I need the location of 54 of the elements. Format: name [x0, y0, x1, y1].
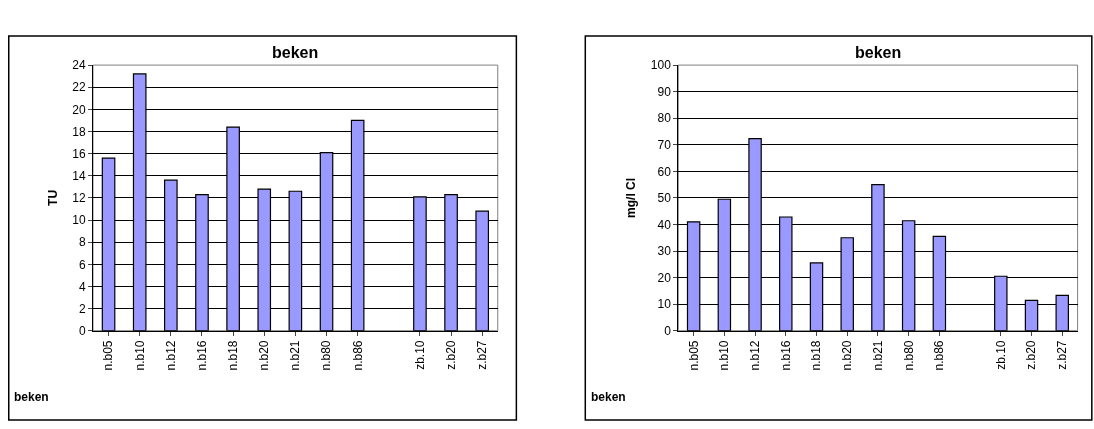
x-tick-label: z.b20 — [1024, 340, 1039, 370]
x-tick-label: n.b18 — [809, 340, 824, 371]
x-tick-label: z.b20 — [443, 340, 458, 370]
y-tick-label: 20 — [657, 270, 672, 285]
y-tick-label: 0 — [664, 323, 672, 338]
y-tick-label: 8 — [78, 235, 86, 250]
x-tick-label: n.b86 — [932, 340, 947, 371]
x-tick-label: n.b10 — [132, 340, 147, 371]
y-tick-label: 4 — [78, 279, 86, 294]
x-tick-label: n.b80 — [319, 340, 334, 371]
x-tick-label: n.b18 — [226, 340, 241, 371]
x-tick-label: n.b80 — [901, 340, 916, 371]
text: beken — [591, 390, 626, 404]
y-tick-label: 18 — [72, 124, 86, 139]
x-tick-label: n.b12 — [163, 340, 178, 371]
chart-title: beken — [272, 44, 319, 61]
y-tick-label: 60 — [657, 164, 672, 179]
x-tick-label: n.b10 — [717, 340, 732, 371]
y-tick-label: 24 — [72, 58, 86, 73]
y-tick-label: 70 — [657, 137, 672, 152]
x-tick-label: n.b16 — [194, 340, 209, 371]
x-tick-label: n.b20 — [257, 340, 272, 371]
x-tick-label: n.b21 — [288, 340, 303, 371]
y-tick-label: 2 — [78, 301, 86, 316]
x-tick-label: z.b27 — [475, 340, 490, 370]
y-tick-label: 100 — [650, 58, 672, 73]
x-tick-label: n.b16 — [778, 340, 793, 371]
y-tick-label: 16 — [72, 146, 86, 161]
y-tick-label: 0 — [78, 323, 86, 338]
y-tick-label: 80 — [657, 111, 672, 126]
x-tick-label: zb.10 — [412, 340, 427, 370]
y-tick-label: 40 — [657, 217, 672, 232]
chart-title: beken — [855, 44, 902, 61]
y-tick-label: 30 — [657, 244, 672, 259]
y-tick-label: 10 — [72, 213, 86, 228]
y-tick-label: 12 — [72, 191, 86, 206]
x-tick-label: n.b86 — [350, 340, 365, 371]
y-tick-label: 6 — [78, 257, 86, 272]
y-tick-label: 14 — [72, 168, 86, 183]
x-tick-label: z.b27 — [1055, 340, 1070, 370]
x-tick-label: zb.10 — [993, 340, 1008, 370]
y-axis-title: mg/l Cl — [624, 177, 639, 218]
y-tick-label: 20 — [72, 102, 86, 117]
x-tick-label: n.b20 — [840, 340, 855, 371]
text: beken — [14, 390, 49, 404]
y-tick-label: 10 — [657, 297, 672, 312]
y-tick-label: 50 — [657, 191, 672, 206]
y-tick-label: 90 — [657, 84, 672, 99]
x-tick-label: n.b21 — [870, 340, 885, 371]
x-tick-label: n.b05 — [101, 340, 116, 371]
x-tick-label: n.b05 — [686, 340, 701, 371]
y-tick-label: 22 — [72, 80, 86, 95]
x-tick-label: n.b12 — [747, 340, 762, 371]
y-axis-title: TU — [45, 189, 60, 206]
